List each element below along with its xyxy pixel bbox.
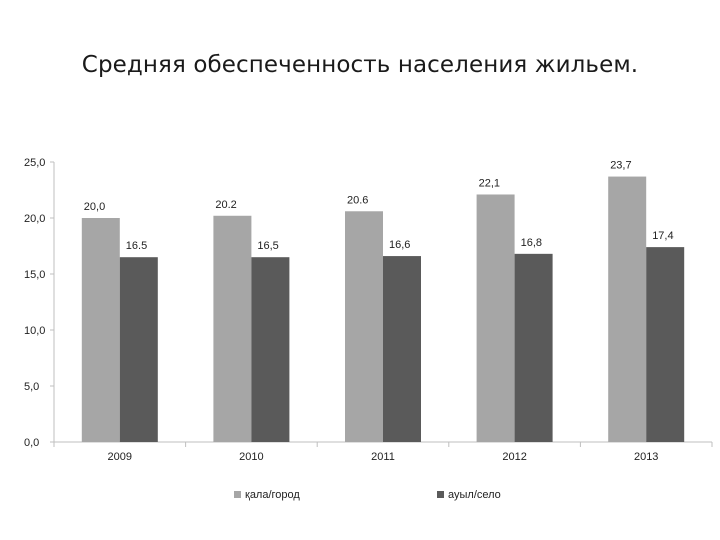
y-tick-label: 10,0 (24, 325, 45, 337)
bar (608, 176, 647, 442)
data-label: 16,6 (389, 239, 410, 251)
data-labels: 20,0 16.5 20.2 16,5 20.6 16,6 22,1 16,8 23,7 17,4 (84, 160, 674, 253)
data-label: 17,4 (652, 230, 673, 242)
bar (81, 218, 120, 442)
legend-swatch (234, 491, 241, 498)
legend: қала/город ауыл/село (234, 489, 501, 501)
bar (646, 247, 685, 442)
bar (383, 256, 421, 442)
y-tick-label: 15,0 (24, 269, 45, 281)
data-label: 16,5 (257, 240, 278, 252)
x-tick-label: 2009 (108, 451, 132, 463)
data-label: 20.6 (347, 194, 368, 206)
y-tick-label: 20,0 (24, 213, 45, 225)
x-tick-label: 2011 (371, 451, 395, 463)
data-label: 20.2 (215, 199, 236, 211)
slide-title: Средняя обеспеченность населения жильем. (81, 52, 639, 78)
data-label: 22,1 (479, 177, 500, 189)
bar (514, 253, 553, 442)
legend-label: ауыл/село (448, 489, 501, 501)
y-axis: 0,0 5,0 10,0 15,0 20,0 25,0 (24, 157, 55, 449)
legend-swatch (437, 491, 444, 498)
bar (345, 211, 383, 442)
y-tick-label: 0,0 (24, 437, 39, 449)
bar (213, 215, 252, 442)
y-tick-label: 25,0 (24, 157, 45, 169)
legend-label: қала/город (245, 489, 300, 501)
bar (251, 257, 290, 442)
bars (81, 176, 685, 442)
y-tick-label: 5,0 (24, 381, 39, 393)
bar (119, 257, 158, 442)
x-axis: 2009 2010 2011 2012 2013 (53, 441, 713, 463)
bar (476, 194, 515, 442)
x-tick-label: 2013 (634, 451, 658, 463)
x-tick-label: 2012 (502, 451, 526, 463)
data-label: 16,8 (521, 237, 542, 249)
data-label: 16.5 (126, 240, 147, 252)
x-tick-label: 2010 (239, 451, 263, 463)
data-label: 20,0 (84, 201, 105, 213)
data-label: 23,7 (610, 160, 631, 172)
